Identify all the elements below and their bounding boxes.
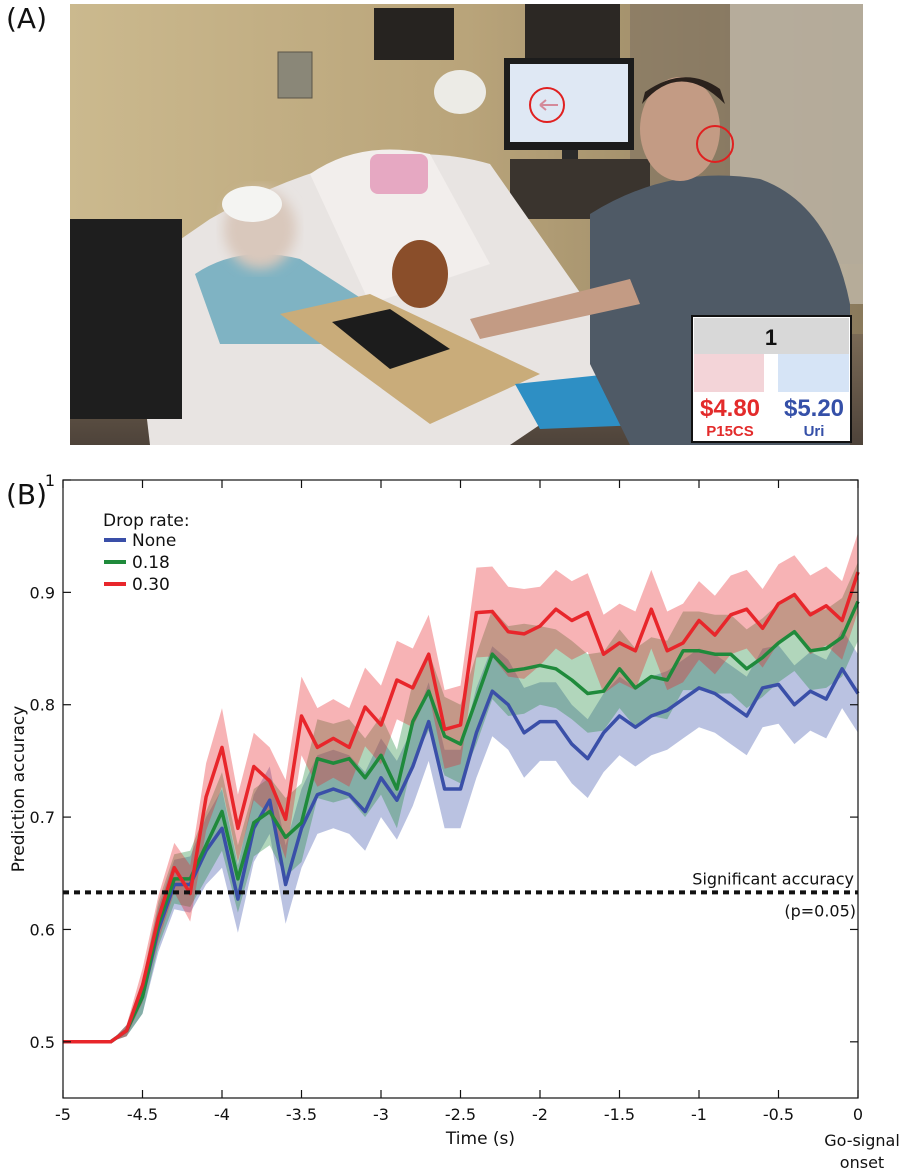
experiment-photo: 1 $4.80 P15CS $5.20 Uri: [70, 4, 863, 445]
panel-a-label: (A): [6, 2, 48, 35]
legend-entry: 0.18: [132, 553, 170, 573]
legend-entry: 0.30: [132, 575, 170, 595]
x-tick-label: -2.5: [445, 1105, 476, 1124]
left-player-box: [694, 354, 764, 392]
panel-b-label: (B): [6, 478, 48, 511]
x-tick-label: -3.5: [286, 1105, 317, 1124]
band-None: [63, 629, 858, 1042]
button-box: [332, 309, 450, 369]
prediction-accuracy-chart: Significant accuracy (p=0.05) -5 -4.5 -4 -3…: [9, 471, 900, 1168]
x-tick-label: -2: [532, 1105, 548, 1124]
experimenter-hair: [642, 77, 725, 104]
significance-label: Significant accuracy: [692, 869, 854, 888]
series-line-030: [63, 571, 860, 1044]
legend-entry: None: [132, 531, 176, 551]
onset-label: onset: [840, 1153, 884, 1168]
x-tick-label: -1.5: [604, 1105, 635, 1124]
series-lines: [63, 571, 860, 1044]
right-player-box: [778, 354, 849, 392]
go-signal-label: Go-signal: [824, 1131, 900, 1150]
headphone-highlight-circle: [696, 125, 734, 163]
scoreboard-header: [694, 318, 849, 354]
legend-title: Drop rate:: [103, 511, 190, 531]
lamp: [434, 70, 486, 114]
teddy-bear: [392, 240, 448, 308]
x-tick-label: -1: [691, 1105, 707, 1124]
scoreboard-round: 1: [765, 325, 777, 350]
y-tick-label: 1: [45, 471, 55, 490]
monitor-highlight-circle: [529, 87, 565, 123]
band-030: [63, 532, 858, 1042]
eeg-head-wrap: [222, 186, 282, 222]
monitor-screen: [510, 64, 628, 142]
y-tick-label: 0.5: [30, 1033, 55, 1052]
y-tick-label: 0.7: [30, 808, 55, 827]
x-tick-label: -3: [373, 1105, 389, 1124]
series-line-None: [63, 667, 860, 1044]
y-tick-label: 0.9: [30, 583, 55, 602]
band-018: [63, 562, 858, 1042]
x-tick-label: -4.5: [127, 1105, 158, 1124]
experimenter-arm: [470, 279, 640, 339]
y-tick-label: 0.8: [30, 696, 55, 715]
significance-sublabel: (p=0.05): [784, 901, 856, 920]
wall-outlet-panel: [277, 51, 313, 99]
x-tick-label: 0: [853, 1105, 863, 1124]
left-player-name: P15CS: [706, 423, 754, 440]
left-arrow-cue-icon: [539, 99, 558, 111]
axis-ticks: -5 -4.5 -4 -3.5 -3 -2.5 -2 -1.5 -1 -0.5 0 0.5 0.6 0.7…: [30, 471, 864, 1124]
left-player-amount: $4.80: [700, 395, 760, 422]
y-axis-label: Prediction accuracy: [9, 706, 29, 873]
x-tick-label: -4: [214, 1105, 230, 1124]
scoreboard: 1 $4.80 P15CS $5.20 Uri: [691, 315, 852, 443]
x-tick-label: -5: [55, 1105, 71, 1124]
pink-cups: [370, 154, 428, 194]
laptop: [70, 219, 182, 419]
x-axis-label: Time (s): [445, 1129, 515, 1149]
upper-screen: [525, 4, 620, 59]
confidence-bands: [63, 532, 858, 1042]
right-player-amount: $5.20: [784, 395, 844, 422]
right-player-name: Uri: [804, 423, 825, 440]
x-tick-label: -0.5: [763, 1105, 794, 1124]
y-tick-label: 0.6: [30, 920, 55, 939]
wall-tv: [374, 8, 454, 60]
